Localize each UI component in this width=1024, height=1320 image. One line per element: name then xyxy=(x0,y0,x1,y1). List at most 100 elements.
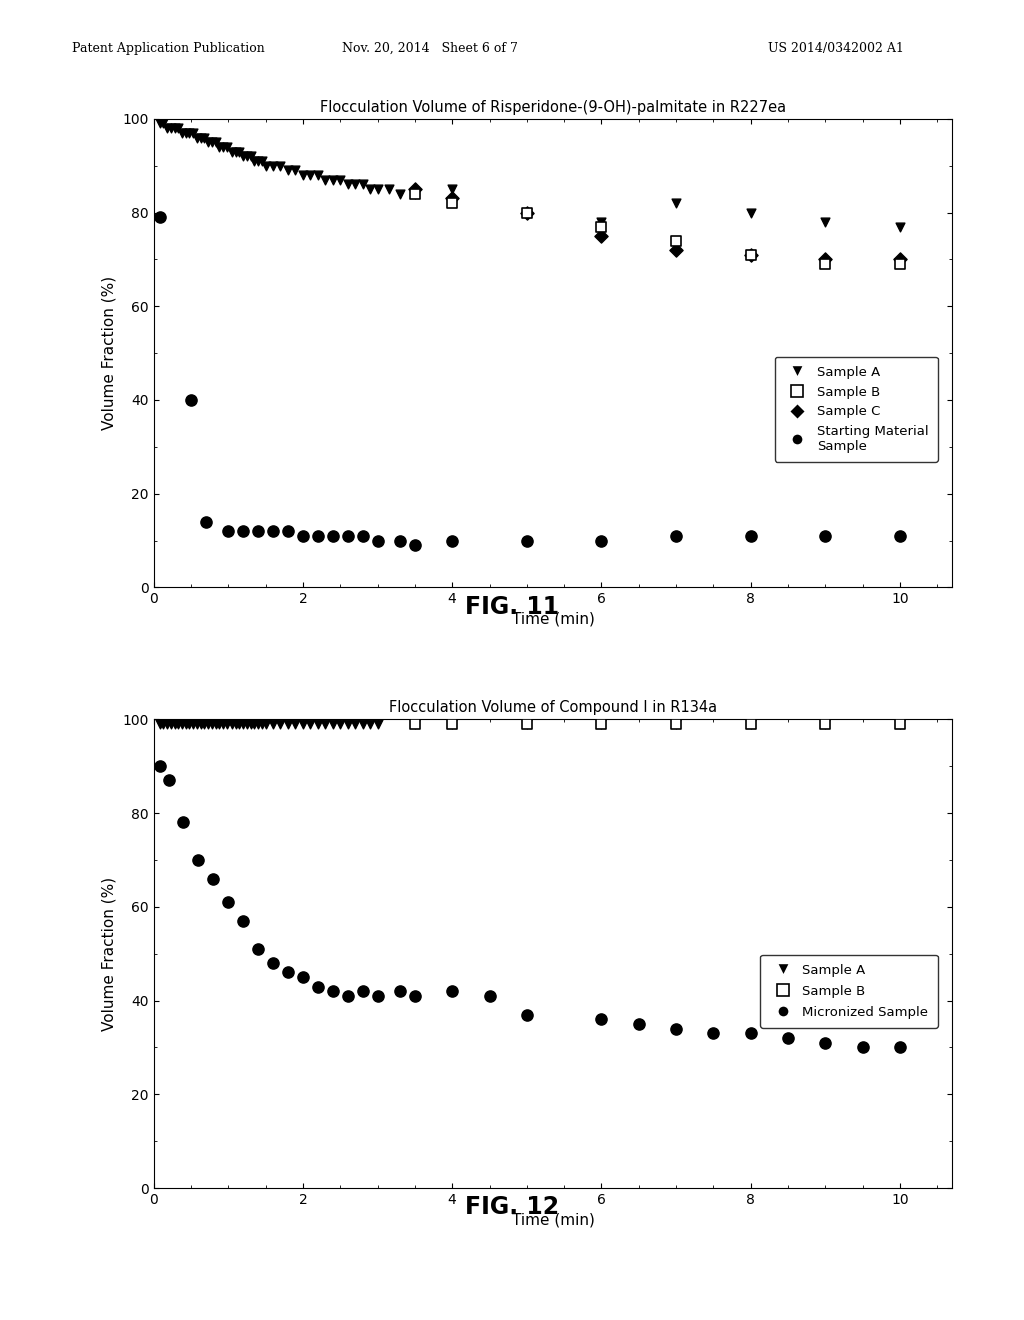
Point xyxy=(593,216,609,238)
Text: Nov. 20, 2014   Sheet 6 of 7: Nov. 20, 2014 Sheet 6 of 7 xyxy=(342,42,518,55)
Point xyxy=(218,136,234,157)
X-axis label: Time (min): Time (min) xyxy=(512,1212,594,1228)
Point xyxy=(246,150,262,172)
Point xyxy=(892,216,908,238)
Point xyxy=(280,520,296,541)
Point xyxy=(518,202,535,223)
Point xyxy=(188,127,205,148)
Point xyxy=(182,389,199,411)
Point xyxy=(706,1023,722,1044)
Point xyxy=(163,714,179,735)
Point xyxy=(220,520,237,541)
Point xyxy=(361,714,378,735)
Point xyxy=(593,1008,609,1030)
Title: Flocculation Volume of Risperidone-(9-OH)-palmitate in R227ea: Flocculation Volume of Risperidone-(9-OH… xyxy=(319,100,786,115)
Point xyxy=(218,714,234,735)
Point xyxy=(174,714,190,735)
Point xyxy=(855,1038,871,1059)
Point xyxy=(166,117,182,139)
Point xyxy=(892,714,908,735)
Point xyxy=(392,529,409,552)
Point xyxy=(892,249,908,271)
Point xyxy=(193,714,209,735)
Point xyxy=(295,525,311,546)
Point xyxy=(518,529,535,552)
Point xyxy=(325,169,341,190)
Point xyxy=(354,981,371,1002)
Point xyxy=(295,714,311,735)
Point xyxy=(340,525,356,546)
Point xyxy=(227,714,244,735)
Point xyxy=(742,244,759,265)
Point xyxy=(325,714,341,735)
Point xyxy=(668,525,684,546)
Point xyxy=(215,714,231,735)
Point xyxy=(197,714,213,735)
Point xyxy=(518,1005,535,1026)
Point xyxy=(892,1038,908,1059)
Text: FIG. 11: FIG. 11 xyxy=(465,595,559,619)
Point xyxy=(239,145,255,166)
Text: US 2014/0342002 A1: US 2014/0342002 A1 xyxy=(768,42,904,55)
Point xyxy=(185,714,202,735)
Point xyxy=(444,981,461,1002)
Point xyxy=(518,202,535,223)
Point xyxy=(593,714,609,735)
Point xyxy=(444,187,461,209)
Point xyxy=(215,136,231,157)
Text: FIG. 12: FIG. 12 xyxy=(465,1196,559,1220)
Point xyxy=(370,985,386,1006)
Point xyxy=(190,850,207,871)
Point xyxy=(159,714,175,735)
Point xyxy=(185,123,202,144)
X-axis label: Time (min): Time (min) xyxy=(512,611,594,627)
Point xyxy=(204,132,220,153)
Point xyxy=(370,529,386,552)
Point xyxy=(231,714,248,735)
Point xyxy=(152,207,168,228)
Point xyxy=(407,178,423,199)
Point xyxy=(340,174,356,195)
Point xyxy=(309,525,326,546)
Point xyxy=(361,178,378,199)
Point xyxy=(817,714,834,735)
Point xyxy=(668,1018,684,1039)
Point xyxy=(197,127,213,148)
Point xyxy=(354,525,371,546)
Point xyxy=(193,127,209,148)
Point xyxy=(407,183,423,205)
Point xyxy=(340,985,356,1006)
Point xyxy=(370,714,386,735)
Point xyxy=(392,183,409,205)
Point xyxy=(407,535,423,556)
Point xyxy=(354,174,371,195)
Point xyxy=(780,1027,797,1048)
Point xyxy=(250,714,266,735)
Point xyxy=(593,529,609,552)
Point xyxy=(234,520,251,541)
Point xyxy=(181,123,198,144)
Point xyxy=(243,714,259,735)
Point xyxy=(817,211,834,232)
Point xyxy=(234,714,251,735)
Point xyxy=(265,154,282,176)
Point xyxy=(234,145,251,166)
Legend: Sample A, Sample B, Sample C, Starting Material
Sample: Sample A, Sample B, Sample C, Starting M… xyxy=(774,356,938,462)
Point xyxy=(272,154,289,176)
Point xyxy=(370,178,386,199)
Point xyxy=(317,169,334,190)
Point xyxy=(593,714,609,735)
Point xyxy=(174,123,190,144)
Point xyxy=(163,117,179,139)
Point xyxy=(239,714,255,735)
Point xyxy=(817,249,834,271)
Point xyxy=(250,520,266,541)
Point xyxy=(272,714,289,735)
Point xyxy=(211,136,227,157)
Point xyxy=(243,145,259,166)
Point xyxy=(234,911,251,932)
Point xyxy=(444,193,461,214)
Point xyxy=(668,239,684,260)
Point xyxy=(668,714,684,735)
Point xyxy=(742,1023,759,1044)
